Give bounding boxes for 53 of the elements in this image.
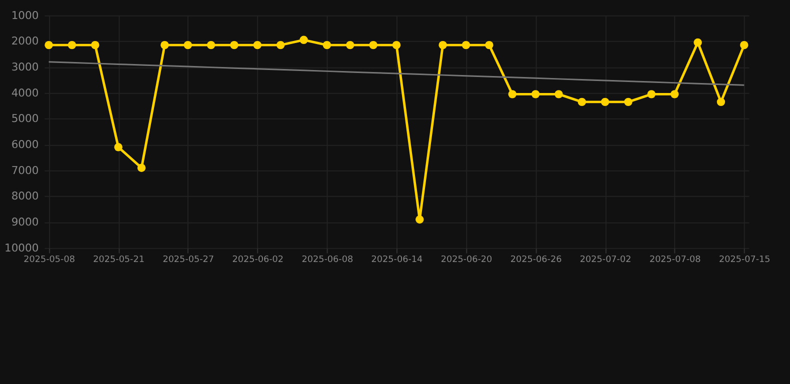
y-tick-label: 5000 bbox=[11, 112, 39, 126]
point bbox=[322, 40, 332, 50]
point bbox=[531, 90, 540, 98]
point bbox=[137, 164, 146, 172]
x-tick-label: 2025-06-20 bbox=[440, 255, 493, 266]
y-tick-label: 10000 bbox=[4, 241, 39, 254]
point bbox=[392, 40, 401, 50]
point bbox=[300, 36, 308, 44]
y-tick-label: 7000 bbox=[11, 164, 39, 177]
point bbox=[184, 40, 192, 50]
point bbox=[206, 40, 216, 50]
point bbox=[160, 40, 169, 50]
point bbox=[716, 98, 726, 106]
point bbox=[670, 90, 679, 98]
point bbox=[114, 143, 122, 152]
point bbox=[416, 215, 424, 224]
point bbox=[508, 90, 516, 98]
point bbox=[740, 40, 748, 50]
y-tick-label: 1000 bbox=[11, 8, 39, 22]
x-tick-label: 2025-06-14 bbox=[371, 255, 423, 266]
x-tick-label: 2025-05-21 bbox=[93, 255, 144, 266]
point bbox=[91, 40, 100, 50]
y-tick-label: 3000 bbox=[11, 60, 39, 74]
x-tick-label: 2025-07-08 bbox=[649, 255, 702, 266]
line-series bbox=[48, 61, 745, 86]
x-tick-label: 2025-06-08 bbox=[302, 255, 354, 266]
y-tick-label: 6000 bbox=[11, 138, 39, 152]
y-tick-label: 9000 bbox=[11, 216, 39, 229]
point bbox=[369, 40, 378, 50]
point bbox=[276, 40, 285, 50]
y-tick-label: 8000 bbox=[11, 190, 39, 203]
point bbox=[600, 98, 610, 106]
point bbox=[253, 40, 262, 50]
point bbox=[438, 40, 447, 50]
x-tick-label: 2025-05-08 bbox=[24, 255, 76, 266]
point bbox=[578, 98, 586, 106]
point bbox=[624, 98, 632, 106]
x-tick-label: 2025-07-02 bbox=[580, 255, 632, 266]
point bbox=[694, 38, 702, 47]
point bbox=[44, 40, 53, 50]
point bbox=[462, 40, 470, 50]
point bbox=[554, 90, 563, 98]
point bbox=[68, 40, 76, 50]
point bbox=[647, 90, 656, 98]
y-tick-label: 4000 bbox=[11, 86, 39, 100]
x-tick-label: 2025-07-15 bbox=[718, 255, 770, 266]
point bbox=[230, 40, 238, 50]
x-tick-label: 2025-06-02 bbox=[232, 255, 284, 266]
y-tick-label: 2000 bbox=[11, 34, 39, 48]
point bbox=[485, 40, 494, 50]
x-tick-label: 2025-06-26 bbox=[510, 255, 562, 266]
x-tick-label: 2025-05-27 bbox=[162, 255, 214, 266]
point bbox=[346, 40, 354, 50]
